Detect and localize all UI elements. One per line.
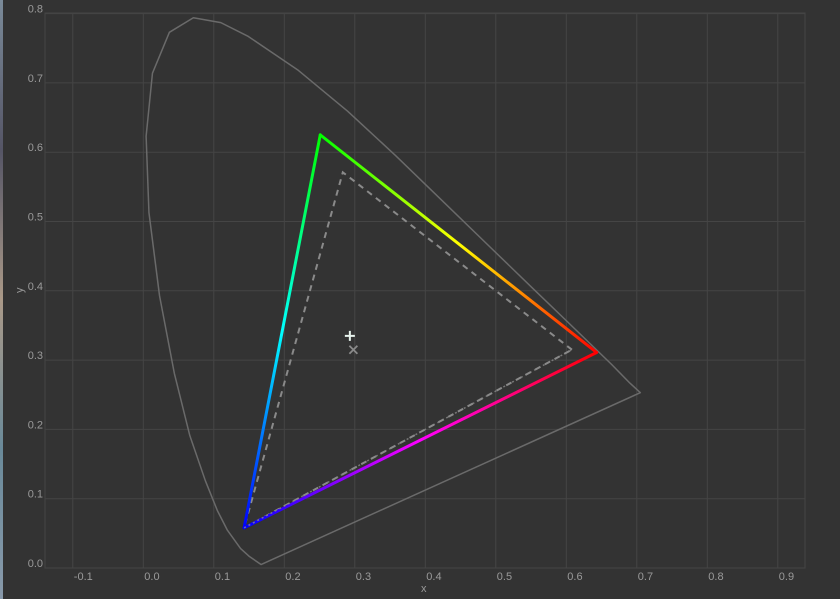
gamut-edge-red-blue: [242, 350, 599, 530]
gamut-edge-green-red: [318, 133, 599, 354]
gamut-edge-blue-green: [242, 133, 322, 530]
x-tick-label: 0.7: [638, 571, 653, 583]
x-tick-label: 0.4: [426, 571, 441, 583]
x-tick-label: -0.1: [74, 571, 93, 583]
x-tick-label: 0.0: [144, 571, 159, 583]
reference-edge-dotted: [243, 349, 573, 529]
tick-labels: -0.1 0.0 0.1 0.2 0.3 0.4 0.5 0.6 0.7 0.8 0.9 0.0 0.1…: [28, 4, 794, 583]
x-tick-label: 0.2: [285, 571, 300, 583]
y-tick-label: 0.0: [28, 558, 43, 570]
x-tick-label: 0.3: [356, 571, 371, 583]
left-window-edge: [0, 0, 3, 599]
white-point-plus-marker: [344, 330, 355, 341]
x-tick-label: 0.6: [567, 571, 582, 583]
grid: [44, 12, 806, 569]
white-point-cross-marker: [348, 345, 359, 355]
y-tick-label: 0.2: [28, 419, 43, 431]
plot-marks: [145, 17, 642, 566]
y-tick-label: 0.1: [28, 489, 43, 501]
y-tick-label: 0.6: [28, 142, 43, 154]
x-tick-label: 0.1: [215, 571, 230, 583]
y-tick-label: 0.3: [28, 350, 43, 362]
y-tick-label: 0.4: [28, 281, 43, 293]
x-tick-label: 0.8: [708, 571, 723, 583]
spectral-locus: [145, 17, 642, 566]
x-tick-label: 0.9: [779, 571, 794, 583]
x-axis-label: x: [421, 583, 427, 595]
x-tick-label: 0.5: [497, 571, 512, 583]
y-tick-label: 0.8: [28, 4, 43, 16]
reference-gamut-triangle: [242, 170, 574, 530]
y-axis-label: y: [14, 287, 26, 293]
y-tick-label: 0.7: [28, 73, 43, 85]
y-tick-label: 0.5: [28, 212, 43, 224]
